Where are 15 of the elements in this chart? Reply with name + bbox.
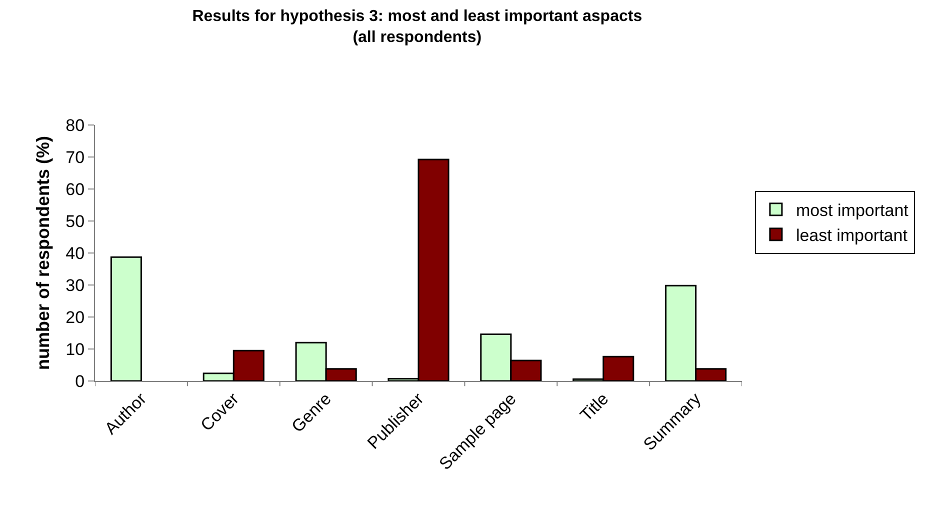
legend-label: least important <box>796 226 908 246</box>
y-tick-label: 0 <box>75 372 85 391</box>
bar <box>110 256 142 381</box>
y-tick-label: 70 <box>66 148 85 167</box>
y-tick-label: 40 <box>66 244 85 263</box>
y-tick-label: 20 <box>66 308 85 327</box>
chart-title: Results for hypothesis 3: most and least important aspacts (all respondents) <box>192 8 642 46</box>
legend-label: most important <box>796 200 909 220</box>
y-tick-label: 80 <box>66 116 85 135</box>
y-tick-label: 30 <box>66 276 85 295</box>
y-tick-label: 10 <box>66 340 85 359</box>
x-tick-label: Title <box>576 389 612 426</box>
y-tick-label: 60 <box>66 180 85 199</box>
y-tick-label: 50 <box>66 212 85 231</box>
y-axis-title: number of respondents (%) <box>33 136 53 370</box>
